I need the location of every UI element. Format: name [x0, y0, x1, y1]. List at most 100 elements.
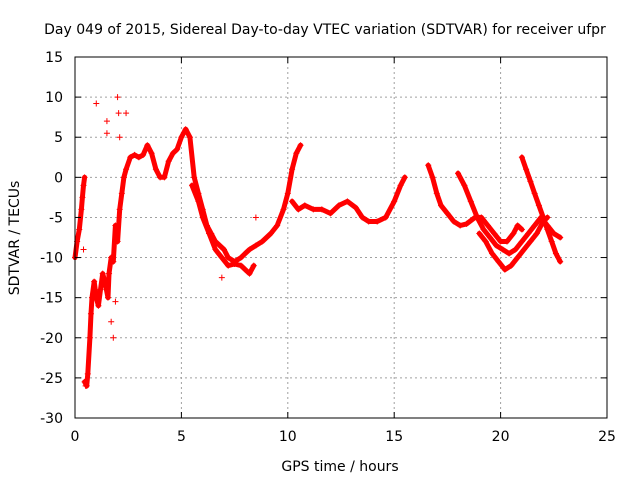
data-point [476, 230, 483, 237]
chart-title: Day 049 of 2015, Sidereal Day-to-day VTE… [44, 22, 606, 38]
data-point [237, 254, 244, 261]
x-tick-label: 5 [177, 429, 186, 445]
data-point [433, 190, 440, 197]
data-point [489, 250, 496, 257]
data-point [80, 182, 87, 189]
data-point [110, 258, 117, 265]
data-point [518, 226, 525, 233]
data-point [116, 206, 123, 213]
x-tick-label: 25 [598, 429, 616, 445]
data-point [486, 234, 493, 241]
data-point [455, 170, 462, 177]
data-point [103, 130, 110, 137]
data-point [178, 134, 185, 141]
data-point [127, 154, 134, 161]
y-tick-label: 5 [54, 130, 63, 146]
y-tick-label: -10 [40, 251, 63, 267]
data-markers [72, 94, 564, 389]
series-band-evening-a [425, 162, 525, 244]
data-point [552, 250, 559, 257]
data-point [523, 166, 530, 173]
data-point [252, 214, 259, 221]
data-point [103, 118, 110, 125]
data-point [135, 154, 142, 161]
data-point [140, 151, 147, 158]
data-point [280, 206, 287, 213]
data-point [112, 222, 119, 229]
data-point [525, 230, 532, 237]
data-point [444, 210, 451, 217]
data-point [491, 230, 498, 237]
data-point [189, 182, 196, 189]
data-point [450, 218, 457, 225]
data-point [533, 230, 540, 237]
data-point [289, 166, 296, 173]
data-point [218, 274, 225, 281]
data-point [482, 238, 489, 245]
y-tick-label: 15 [45, 50, 63, 66]
data-point [301, 202, 308, 209]
data-point [114, 238, 121, 245]
y-tick-label: -30 [40, 411, 63, 427]
data-point [429, 174, 436, 181]
data-point [112, 298, 119, 305]
data-point [374, 218, 381, 225]
data-point [501, 266, 508, 273]
data-point [297, 142, 304, 149]
data-point [99, 270, 106, 277]
data-point [106, 270, 113, 277]
data-point [510, 230, 517, 237]
data-point [161, 174, 168, 181]
data-point [225, 262, 232, 269]
data-point [457, 222, 464, 229]
data-point [506, 250, 513, 257]
data-point [76, 226, 83, 233]
data-point [123, 110, 130, 117]
data-point [425, 162, 432, 169]
data-point [527, 178, 534, 185]
data-point [195, 198, 202, 205]
data-point [252, 242, 259, 249]
data-point [82, 382, 89, 389]
data-point [463, 220, 470, 227]
data-point [108, 254, 115, 261]
data-point [242, 250, 249, 257]
data-point [295, 206, 302, 213]
data-point [365, 218, 372, 225]
y-tick-label: 10 [45, 90, 63, 106]
x-tick-label: 15 [385, 429, 403, 445]
x-tick-label: 10 [279, 429, 297, 445]
data-point [95, 302, 102, 309]
data-point [474, 214, 481, 221]
data-point [289, 198, 296, 205]
data-point [499, 246, 506, 253]
data-point [493, 242, 500, 249]
data-point [310, 206, 317, 213]
data-point [182, 126, 189, 133]
data-point [518, 238, 525, 245]
data-point [114, 94, 121, 101]
x-axis-label: GPS time / hours [281, 459, 398, 475]
data-point [206, 230, 213, 237]
data-point [108, 318, 115, 325]
data-point [318, 206, 325, 213]
axis-ticks [74, 56, 608, 419]
data-point [391, 198, 398, 205]
data-point [480, 226, 487, 233]
plot-frame [74, 56, 608, 419]
data-point [97, 286, 104, 293]
data-point [461, 182, 468, 189]
data-point [231, 260, 238, 267]
data-point [267, 230, 274, 237]
data-point [87, 310, 94, 317]
data-point [521, 246, 528, 253]
y-tick-label: -25 [40, 371, 63, 387]
data-point [531, 222, 538, 229]
data-point [401, 174, 408, 181]
data-point [359, 214, 366, 221]
y-axis-label: SDTVAR / TECUs [7, 181, 23, 296]
data-point [259, 238, 266, 245]
data-point [80, 246, 87, 253]
data-point [246, 270, 253, 277]
data-point [104, 294, 111, 301]
